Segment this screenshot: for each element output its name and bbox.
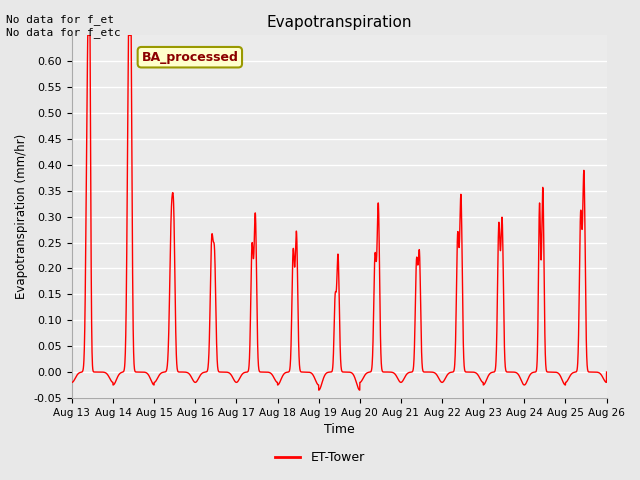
Y-axis label: Evapotranspiration (mm/hr): Evapotranspiration (mm/hr)	[15, 134, 28, 299]
Text: No data for f_et
No data for f_etc: No data for f_et No data for f_etc	[6, 14, 121, 38]
X-axis label: Time: Time	[324, 423, 355, 436]
Text: BA_processed: BA_processed	[141, 51, 238, 64]
Title: Evapotranspiration: Evapotranspiration	[266, 15, 412, 30]
Legend: ET-Tower: ET-Tower	[270, 446, 370, 469]
